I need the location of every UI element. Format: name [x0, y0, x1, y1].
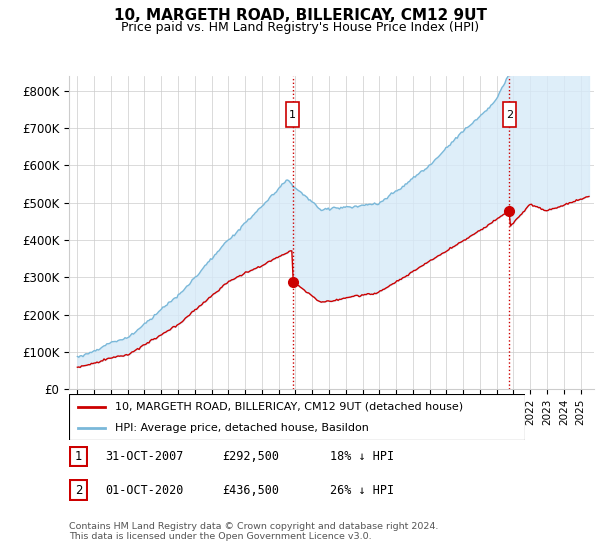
- FancyBboxPatch shape: [69, 394, 525, 440]
- Text: 01-OCT-2020: 01-OCT-2020: [105, 483, 184, 497]
- Text: Contains HM Land Registry data © Crown copyright and database right 2024.
This d: Contains HM Land Registry data © Crown c…: [69, 522, 439, 542]
- FancyBboxPatch shape: [70, 480, 88, 500]
- Text: HPI: Average price, detached house, Basildon: HPI: Average price, detached house, Basi…: [115, 423, 368, 433]
- Text: 31-OCT-2007: 31-OCT-2007: [105, 450, 184, 463]
- Text: £436,500: £436,500: [222, 483, 279, 497]
- Text: 18% ↓ HPI: 18% ↓ HPI: [330, 450, 394, 463]
- FancyBboxPatch shape: [70, 447, 88, 466]
- Text: 26% ↓ HPI: 26% ↓ HPI: [330, 483, 394, 497]
- FancyBboxPatch shape: [503, 102, 516, 127]
- Text: 10, MARGETH ROAD, BILLERICAY, CM12 9UT: 10, MARGETH ROAD, BILLERICAY, CM12 9UT: [113, 8, 487, 24]
- Text: 2: 2: [506, 110, 513, 120]
- Text: 1: 1: [75, 450, 82, 463]
- Text: Price paid vs. HM Land Registry's House Price Index (HPI): Price paid vs. HM Land Registry's House …: [121, 21, 479, 34]
- Text: 10, MARGETH ROAD, BILLERICAY, CM12 9UT (detached house): 10, MARGETH ROAD, BILLERICAY, CM12 9UT (…: [115, 402, 463, 412]
- Text: 2: 2: [75, 483, 82, 497]
- Text: £292,500: £292,500: [222, 450, 279, 463]
- FancyBboxPatch shape: [286, 102, 299, 127]
- Text: 1: 1: [289, 110, 296, 120]
